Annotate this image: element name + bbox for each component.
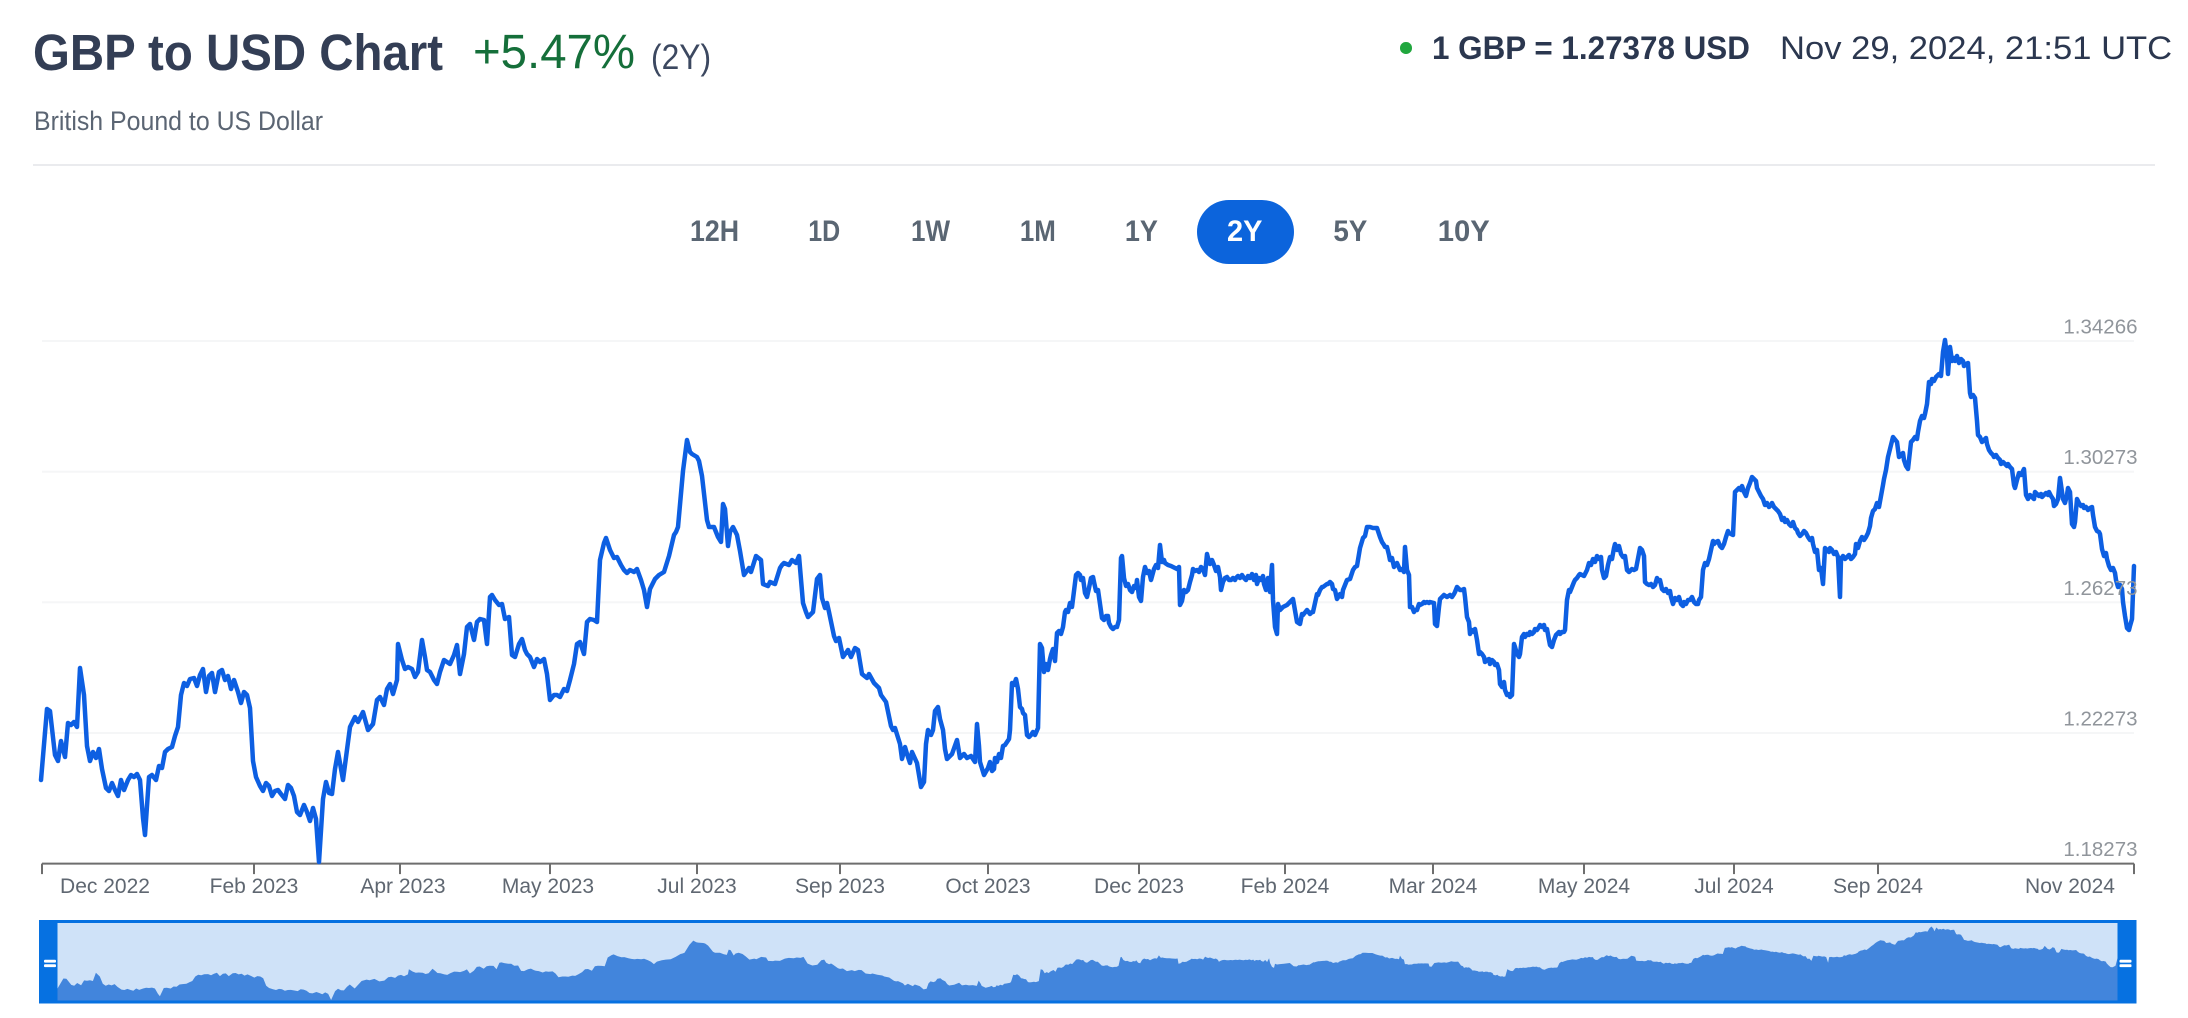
svg-text:Jul 2023: Jul 2023 — [657, 875, 736, 898]
svg-text:Dec 2023: Dec 2023 — [1094, 875, 1184, 898]
svg-text:Jul 2024: Jul 2024 — [1694, 875, 1774, 898]
svg-text:1.22273: 1.22273 — [2063, 708, 2137, 731]
svg-text:May 2024: May 2024 — [1538, 875, 1631, 898]
svg-text:1.26273: 1.26273 — [2063, 577, 2137, 600]
svg-text:Feb 2024: Feb 2024 — [1241, 875, 1330, 898]
svg-text:Sep 2024: Sep 2024 — [1833, 875, 1923, 898]
svg-text:Dec 2022: Dec 2022 — [60, 875, 150, 898]
svg-text:Mar 2024: Mar 2024 — [1389, 875, 1478, 898]
svg-text:1.34266: 1.34266 — [2063, 316, 2137, 339]
svg-text:May 2023: May 2023 — [502, 875, 594, 898]
svg-text:Oct 2023: Oct 2023 — [945, 875, 1030, 898]
svg-text:Nov 2024: Nov 2024 — [2025, 875, 2115, 898]
svg-text:Sep 2023: Sep 2023 — [795, 875, 885, 898]
svg-text:Apr 2023: Apr 2023 — [360, 875, 445, 898]
svg-text:1.30273: 1.30273 — [2063, 446, 2137, 469]
svg-text:Feb 2023: Feb 2023 — [210, 875, 299, 898]
svg-text:1.18273: 1.18273 — [2063, 838, 2137, 861]
